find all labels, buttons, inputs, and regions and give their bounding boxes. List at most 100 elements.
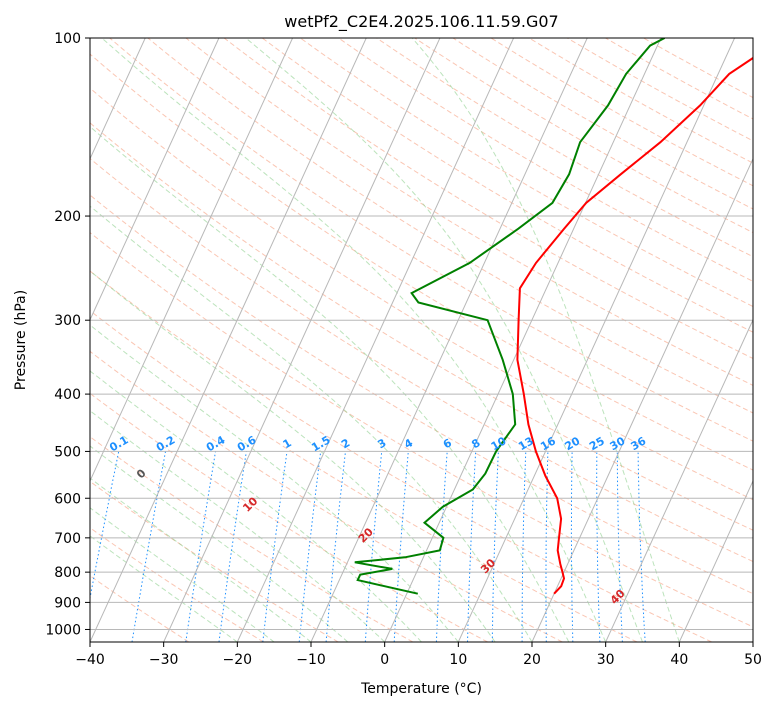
y-tick-label: 400 (54, 387, 81, 403)
mixing-ratio-line (616, 451, 623, 642)
mixing-ratio-label: 4 (402, 436, 415, 451)
isotherm-line (236, 38, 515, 642)
moist-adiabat-line (90, 370, 422, 642)
mixing-ratio-line (393, 451, 409, 642)
x-tick-label: −20 (223, 652, 253, 668)
moist-adiabat-line (411, 38, 680, 642)
mixing-ratio-label: 1 (281, 436, 294, 451)
isotherm-line (605, 318, 753, 642)
dry-adiabat-line (90, 310, 638, 642)
mixing-ratio-label: 16 (538, 434, 558, 453)
moist-adiabat-line (90, 205, 533, 642)
dry-adiabat-line (223, 38, 753, 360)
dry-adiabat-line (261, 38, 753, 333)
moist-adiabat-line (90, 125, 570, 642)
x-tick-label: 0 (380, 652, 389, 668)
dry-adiabat-line (90, 527, 264, 642)
mixing-ratio-label: 2 (339, 436, 352, 451)
mixing-ratio-line (218, 451, 247, 642)
dry-adiabat-label: 30 (478, 556, 498, 576)
dry-adiabat-line (414, 38, 753, 234)
y-tick-label: 800 (54, 565, 81, 581)
gridlines (0, 38, 753, 642)
mixing-ratio-line (491, 451, 499, 642)
isotherm-line (163, 38, 441, 642)
series-layer (354, 38, 753, 595)
dry-adiabat-label: 40 (608, 587, 628, 607)
isotherm-line (531, 157, 753, 642)
dry-adiabat-line (109, 38, 753, 442)
mixing-ratio-label: 8 (469, 436, 482, 451)
mixing-ratio-line (596, 451, 601, 642)
y-axis-label: Pressure (hPa) (13, 290, 29, 390)
x-axis-label: Temperature (°C) (360, 681, 482, 697)
x-tick-label: −40 (75, 652, 105, 668)
moist-adiabat-line (90, 445, 349, 642)
dry-adiabat-line (490, 38, 753, 187)
x-tick-label: −30 (149, 652, 179, 668)
isotherm-line (752, 640, 753, 642)
dry-adiabat-line (452, 38, 753, 210)
mixing-ratio-label: 6 (441, 436, 454, 451)
dry-adiabat-line (90, 392, 488, 642)
dry-adiabat-line (90, 231, 753, 628)
x-tick-label: 40 (670, 652, 688, 668)
y-tick-label: 200 (54, 209, 81, 225)
x-tick-label: −10 (296, 652, 326, 668)
moist-adiabat-line (90, 535, 238, 642)
y-tick-label: 1000 (45, 622, 81, 638)
axes: −40 −30 −20 −10 0 10 20 30 40 5010020030040050060… (45, 31, 762, 668)
y-tick-label: 500 (54, 444, 81, 460)
mixing-ratio-line (131, 451, 166, 642)
dry-adiabat-line (147, 38, 753, 414)
dry-adiabat-line (90, 480, 339, 642)
x-tick-label: 50 (744, 652, 762, 668)
dry-adiabat-line (90, 53, 753, 471)
dry-adiabat-line (90, 122, 753, 531)
x-tick-label: 20 (523, 652, 541, 668)
isotherm-line (457, 38, 736, 642)
y-tick-label: 700 (54, 531, 81, 547)
moist-adiabat-line (101, 38, 607, 642)
dewpoint-profile-line (354, 38, 666, 595)
dry-adiabat-line (90, 157, 753, 563)
y-tick-label: 300 (54, 313, 81, 329)
mixing-ratio-line (364, 451, 383, 642)
dry-adiabat-line (90, 270, 712, 642)
background-lines (90, 38, 753, 642)
mixing-ratio-line (570, 451, 574, 642)
mixing-ratio-line (90, 451, 120, 601)
dry-adiabat-label: 0 (134, 466, 149, 481)
dry-adiabat-line (566, 38, 753, 142)
isotherm-line (90, 38, 367, 642)
x-tick-label: 30 (597, 652, 615, 668)
mixing-ratio-line (325, 451, 346, 642)
isotherm-line (0, 38, 72, 642)
plot-frame (89, 37, 754, 643)
moist-adiabat-line (245, 38, 643, 642)
temperature-profile-line (516, 56, 753, 595)
chart-title: wetPf2_C2E4.2025.106.11.59.G07 (284, 12, 558, 32)
isotherm-line (90, 38, 146, 161)
isotherm-line (310, 38, 588, 642)
mixing-ratio-line (262, 451, 288, 642)
mixing-ratio-line (185, 451, 216, 642)
dry-adiabat-label: -10 (18, 424, 41, 447)
isotherm-line (384, 38, 662, 642)
moist-adiabat-line (90, 270, 496, 642)
isotherm-line (90, 38, 294, 483)
moist-adiabat-line (90, 477, 312, 642)
dry-adiabat-line (300, 38, 753, 308)
mixing-ratio-label: 3 (375, 436, 388, 451)
isotherm-line (678, 479, 753, 642)
mixing-ratio-line (637, 451, 646, 642)
y-tick-label: 900 (54, 595, 81, 611)
dry-adiabat-line (338, 38, 753, 282)
x-tick-label: 10 (449, 652, 467, 668)
y-tick-label: 600 (54, 491, 81, 507)
mixing-ratio-line (521, 451, 527, 642)
mixing-ratio-label: 36 (628, 434, 648, 453)
mixing-ratio-label: 25 (587, 434, 607, 453)
dry-adiabat-label: 20 (356, 525, 376, 545)
